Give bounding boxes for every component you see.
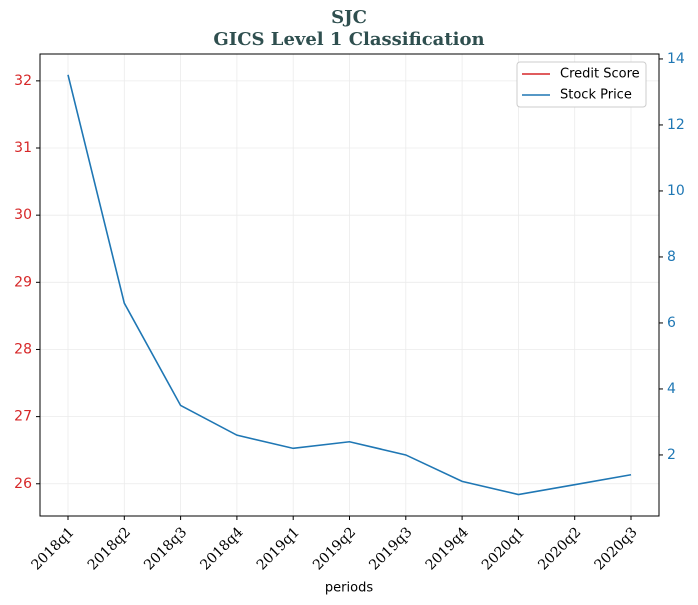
x-tick-label: 2018q4 [197, 524, 246, 573]
y2-tick-label: 6 [667, 315, 676, 331]
chart-subtitle: GICS Level 1 Classification [213, 29, 484, 50]
chart-title: SJC [331, 7, 367, 28]
x-tick-label: 2020q2 [535, 524, 584, 573]
legend-label: Stock Price [560, 88, 632, 103]
y-tick-label: 29 [14, 274, 32, 290]
y2-tick-label: 4 [667, 381, 676, 397]
x-tick-label: 2020q3 [592, 524, 641, 573]
legend-label: Credit Score [560, 67, 640, 82]
y2-tick-label: 8 [667, 249, 676, 265]
y-tick-label: 28 [14, 341, 32, 357]
y2-tick-label: 10 [667, 183, 685, 199]
series-line [67, 74, 632, 496]
x-tick-label: 2018q2 [85, 524, 134, 573]
y-tick-label: 30 [14, 207, 32, 223]
y-tick-label: 32 [14, 73, 32, 89]
y2-tick-label: 12 [667, 117, 685, 133]
x-tick-label: 2018q1 [29, 524, 78, 573]
plot-frame [39, 53, 660, 517]
x-tick-label: 2019q3 [366, 524, 415, 573]
x-tick-label: 2019q1 [254, 524, 303, 573]
x-tick-label: 2019q2 [310, 524, 359, 573]
y-tick-label: 31 [14, 140, 32, 156]
y2-tick-label: 2 [667, 447, 676, 463]
x-axis-label: periods [325, 581, 373, 596]
y-tick-label: 27 [14, 409, 32, 425]
x-tick-label: 2018q3 [141, 524, 190, 573]
x-tick-label: 2019q4 [423, 524, 472, 573]
y2-tick-label: 14 [667, 51, 685, 67]
y-tick-label: 26 [14, 476, 32, 492]
x-tick-label: 2020q1 [479, 524, 528, 573]
